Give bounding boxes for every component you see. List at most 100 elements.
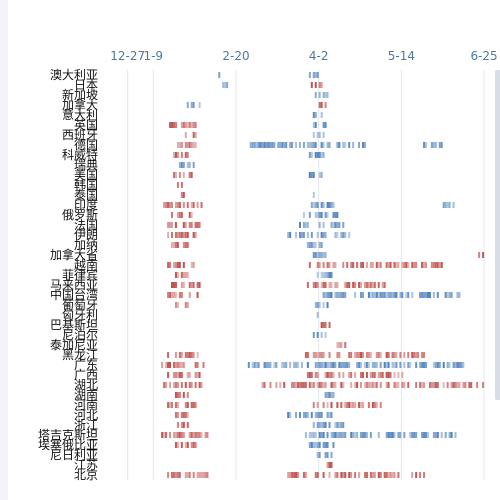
- data-point: [324, 452, 327, 458]
- data-point: [167, 292, 170, 298]
- data-point: [281, 142, 284, 148]
- data-point: [332, 432, 335, 438]
- data-point: [320, 422, 323, 428]
- data-point: [373, 282, 376, 288]
- data-point: [383, 472, 386, 478]
- data-point: [310, 372, 313, 378]
- data-point: [369, 352, 372, 358]
- data-point: [320, 112, 323, 118]
- data-point: [399, 432, 402, 438]
- data-point: [371, 362, 374, 368]
- data-point: [326, 432, 329, 438]
- row-label: 葡萄牙: [62, 298, 98, 312]
- data-point: [176, 212, 179, 218]
- data-point: [178, 372, 181, 378]
- data-point: [167, 202, 170, 208]
- data-point: [182, 392, 185, 398]
- data-point: [356, 432, 359, 438]
- data-point: [182, 172, 185, 178]
- data-point: [310, 442, 313, 448]
- data-point: [478, 252, 481, 258]
- data-point: [172, 242, 175, 248]
- data-point: [360, 382, 363, 388]
- data-point: [385, 372, 388, 378]
- data-point: [361, 352, 364, 358]
- data-point: [324, 422, 327, 428]
- data-point: [316, 302, 319, 308]
- data-point: [320, 242, 323, 248]
- data-point: [456, 382, 459, 388]
- data-point: [324, 372, 327, 378]
- data-point: [365, 262, 368, 268]
- data-point: [336, 432, 339, 438]
- chart-panel: 12-27 1-9 2-20 4-2 5-14 6-25 澳大利亚 日本 新加坡 加拿大 意大利英…: [8, 0, 500, 500]
- data-point: [360, 262, 363, 268]
- data-point: [190, 172, 193, 178]
- data-point: [180, 362, 183, 368]
- data-point: [190, 222, 193, 228]
- data-point: [190, 102, 193, 108]
- data-point: [340, 382, 343, 388]
- data-point: [182, 162, 185, 168]
- data-point: [365, 352, 368, 358]
- data-point: [180, 442, 183, 448]
- data-point: [318, 452, 321, 458]
- data-point: [176, 392, 179, 398]
- data-point: [184, 302, 187, 308]
- data-point: [342, 232, 345, 238]
- data-point: [302, 232, 305, 238]
- data-point: [403, 352, 406, 358]
- data-point: [257, 142, 260, 148]
- data-point: [354, 432, 357, 438]
- data-point: [346, 362, 349, 368]
- vertical-scrollbar[interactable]: [495, 70, 500, 400]
- row-label: 河北: [74, 408, 98, 422]
- data-point: [336, 402, 339, 408]
- data-point: [411, 472, 414, 478]
- data-point: [330, 382, 333, 388]
- data-point: [297, 472, 300, 478]
- data-point: [320, 202, 323, 208]
- data-point: [342, 262, 345, 268]
- data-point: [312, 422, 315, 428]
- data-point: [192, 442, 195, 448]
- data-point: [344, 362, 347, 368]
- row-label: 韩国: [74, 177, 98, 192]
- data-point: [176, 242, 179, 248]
- x-tick-labels: 12-271-9 2-20 4-2 5-14 6-25: [110, 49, 497, 63]
- data-point: [360, 402, 363, 408]
- data-point: [448, 292, 451, 298]
- data-point: [174, 382, 177, 388]
- data-point: [426, 292, 429, 298]
- data-point: [332, 382, 335, 388]
- data-point: [188, 222, 191, 228]
- data-point: [330, 372, 333, 378]
- data-point: [476, 382, 479, 388]
- data-point: [361, 402, 364, 408]
- data-point: [438, 362, 441, 368]
- data-point: [314, 432, 317, 438]
- data-point: [184, 272, 187, 278]
- data-point: [312, 142, 315, 148]
- data-point: [265, 362, 268, 368]
- data-point: [367, 282, 370, 288]
- data-point: [330, 402, 333, 408]
- data-point: [169, 292, 172, 298]
- data-point: [436, 432, 439, 438]
- data-point: [297, 362, 300, 368]
- data-point: [289, 232, 292, 238]
- data-point: [184, 242, 187, 248]
- data-point: [358, 362, 361, 368]
- data-point: [356, 352, 359, 358]
- data-point: [178, 472, 181, 478]
- data-point: [428, 382, 431, 388]
- data-point: [393, 382, 396, 388]
- data-point: [310, 152, 313, 158]
- data-point: [167, 362, 170, 368]
- data-point: [421, 362, 424, 368]
- data-point: [340, 232, 343, 238]
- data-point: [328, 272, 331, 278]
- data-point: [421, 262, 424, 268]
- data-point: [379, 372, 382, 378]
- data-point: [360, 352, 363, 358]
